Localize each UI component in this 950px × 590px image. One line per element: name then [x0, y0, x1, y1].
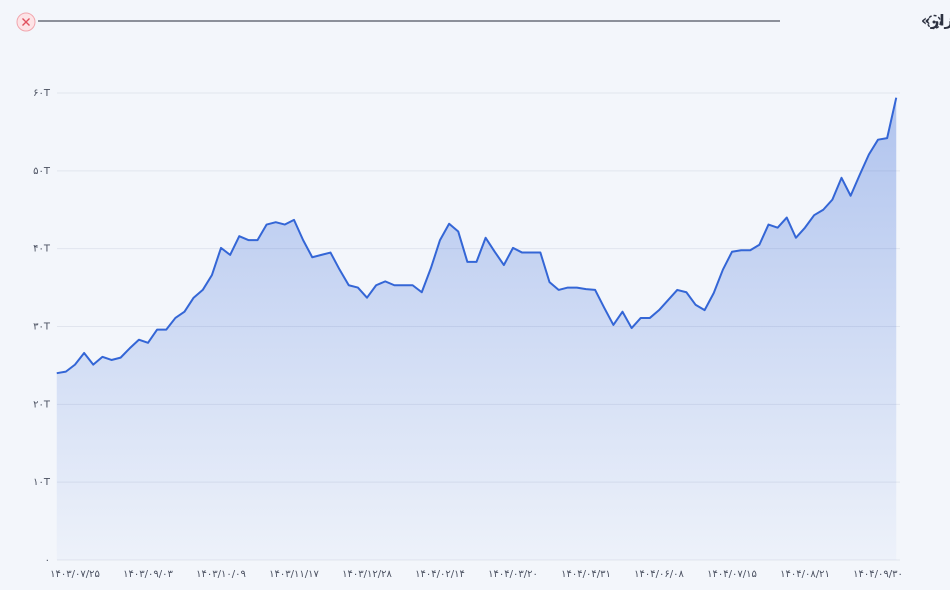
area-line: [56, 97, 898, 375]
x-tick-label: ۱۴۰۴/۰۶/۰۸: [634, 569, 684, 580]
panel-title: تاریخچه «ارزش بازار»: [921, 12, 950, 31]
y-tick-label: ۵۰T: [33, 166, 51, 177]
x-tick-label: ۱۴۰۴/۰۲/۱۴: [415, 569, 465, 580]
x-tick-label: ۱۴۰۳/۰۷/۲۵: [50, 569, 100, 580]
x-tick-label: ۱۴۰۳/۰۹/۰۳: [123, 569, 173, 580]
close-button[interactable]: [16, 12, 36, 32]
y-tick-label: ۶۰T: [33, 88, 51, 99]
x-tick-label: ۱۴۰۴/۰۸/۲۱: [780, 569, 830, 580]
area-fill: [56, 97, 897, 561]
x-tick-label: ۱۴۰۴/۰۹/۳۰: [853, 569, 903, 580]
x-tick-label: ۱۴۰۳/۱۲/۲۸: [342, 569, 392, 580]
y-tick-label: ۳۰T: [33, 322, 51, 333]
y-tick-label: ۱۰T: [33, 477, 51, 488]
history-icon: [926, 14, 942, 30]
y-tick-label: ۴۰T: [33, 244, 51, 255]
y-tick-label: ۰: [45, 555, 50, 566]
x-tick-label: ۱۴۰۴/۰۳/۲۰: [488, 569, 538, 580]
y-tick-label: ۲۰T: [33, 399, 51, 410]
x-tick-label: ۱۴۰۳/۱۰/۰۹: [196, 569, 246, 580]
x-tick-label: ۱۴۰۴/۰۴/۳۱: [561, 569, 611, 580]
x-tick-label: ۱۴۰۳/۱۱/۱۷: [269, 569, 319, 580]
x-tick-label: ۱۴۰۴/۰۷/۱۵: [707, 569, 757, 580]
